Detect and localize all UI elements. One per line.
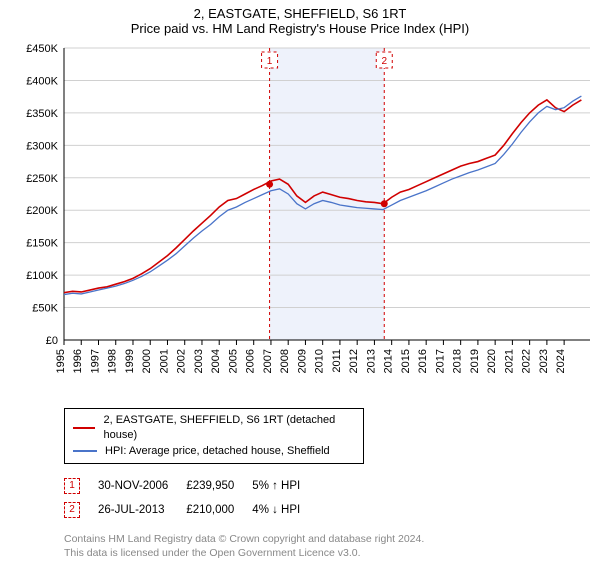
line-chart-svg: £0 £50K £100K £150K £200K £250K £300K £350K £400… (0, 40, 600, 402)
svg-text:1996: 1996 (72, 349, 84, 373)
legend-label-1: 2, EASTGATE, SHEFFIELD, S6 1RT (detached… (103, 413, 355, 444)
svg-text:£200K: £200K (26, 205, 58, 217)
svg-text:2006: 2006 (245, 349, 257, 373)
svg-text:2011: 2011 (331, 349, 343, 373)
chart-title: 2, EASTGATE, SHEFFIELD, S6 1RT (0, 0, 600, 21)
svg-text:£300K: £300K (26, 140, 58, 152)
svg-text:2004: 2004 (210, 349, 222, 373)
footnote: Contains HM Land Registry data © Crown c… (64, 532, 600, 560)
sale-price-1: £239,950 (186, 474, 252, 498)
sale-delta-2: 4% ↓ HPI (252, 498, 318, 522)
svg-text:2000: 2000 (141, 349, 153, 373)
svg-text:2005: 2005 (227, 349, 239, 373)
svg-text:2003: 2003 (193, 349, 205, 373)
svg-text:2008: 2008 (279, 349, 291, 373)
svg-text:2020: 2020 (486, 349, 498, 373)
svg-text:1998: 1998 (107, 349, 119, 373)
legend-swatch-1 (73, 427, 95, 429)
svg-text:1995: 1995 (55, 349, 67, 373)
legend-label-2: HPI: Average price, detached house, Shef… (105, 444, 330, 459)
svg-text:2014: 2014 (383, 349, 395, 373)
svg-text:£250K: £250K (26, 173, 58, 185)
sale-date-1: 30-NOV-2006 (98, 474, 186, 498)
footnote-line-1: Contains HM Land Registry data © Crown c… (64, 532, 600, 546)
svg-text:2009: 2009 (296, 349, 308, 373)
svg-text:£450K: £450K (26, 43, 58, 55)
svg-text:2023: 2023 (538, 349, 550, 373)
svg-text:2016: 2016 (417, 349, 429, 373)
sale-marker-1: 1 (64, 478, 80, 494)
svg-text:£400K: £400K (26, 75, 58, 87)
svg-text:2015: 2015 (400, 349, 412, 373)
svg-text:2001: 2001 (158, 349, 170, 373)
svg-text:£100K: £100K (26, 270, 58, 282)
svg-text:2013: 2013 (365, 349, 377, 373)
legend-row-2: HPI: Average price, detached house, Shef… (73, 444, 355, 459)
svg-text:2010: 2010 (314, 349, 326, 373)
svg-text:1: 1 (267, 56, 273, 67)
table-row: 1 30-NOV-2006 £239,950 5% ↑ HPI (64, 474, 318, 498)
sales-table: 1 30-NOV-2006 £239,950 5% ↑ HPI 2 26-JUL… (64, 474, 318, 522)
table-row: 2 26-JUL-2013 £210,000 4% ↓ HPI (64, 498, 318, 522)
svg-text:£0: £0 (46, 335, 58, 347)
sale-price-2: £210,000 (186, 498, 252, 522)
sale-date-2: 26-JUL-2013 (98, 498, 186, 522)
sale-marker-2: 2 (64, 502, 80, 518)
svg-text:£150K: £150K (26, 238, 58, 250)
svg-text:2007: 2007 (262, 349, 274, 373)
svg-text:1999: 1999 (124, 349, 136, 373)
svg-text:2019: 2019 (469, 349, 481, 373)
chart-subtitle: Price paid vs. HM Land Registry's House … (0, 21, 600, 40)
legend-swatch-2 (73, 450, 97, 452)
footnote-line-2: This data is licensed under the Open Gov… (64, 546, 600, 560)
svg-text:2002: 2002 (176, 349, 188, 373)
svg-text:2012: 2012 (348, 349, 360, 373)
sale-delta-1: 5% ↑ HPI (252, 474, 318, 498)
svg-text:2022: 2022 (521, 349, 533, 373)
svg-text:1997: 1997 (89, 349, 101, 373)
legend-row-1: 2, EASTGATE, SHEFFIELD, S6 1RT (detached… (73, 413, 355, 444)
svg-text:£50K: £50K (32, 303, 58, 315)
svg-text:2018: 2018 (452, 349, 464, 373)
svg-text:£350K: £350K (26, 108, 58, 120)
svg-text:2021: 2021 (503, 349, 515, 373)
svg-text:2: 2 (381, 56, 387, 67)
chart-container: 2, EASTGATE, SHEFFIELD, S6 1RT Price pai… (0, 0, 600, 561)
legend: 2, EASTGATE, SHEFFIELD, S6 1RT (detached… (64, 408, 364, 464)
svg-text:2017: 2017 (434, 349, 446, 373)
chart-area: £0 £50K £100K £150K £200K £250K £300K £350K £400… (0, 40, 600, 402)
svg-text:2024: 2024 (555, 349, 567, 373)
